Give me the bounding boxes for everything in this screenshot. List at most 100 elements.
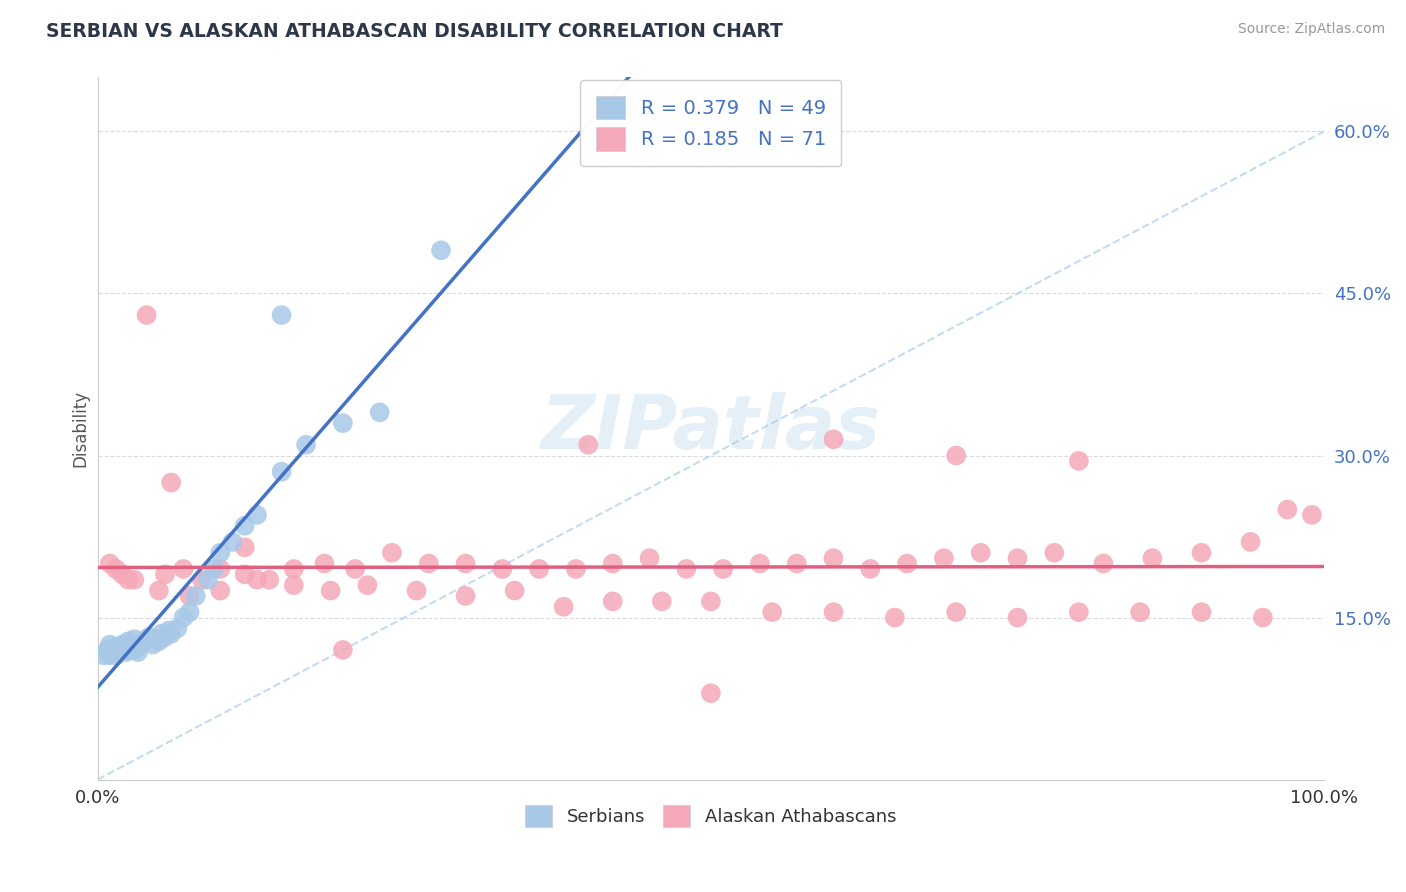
Point	[209, 583, 232, 598]
Point	[157, 624, 180, 638]
Point	[332, 416, 354, 430]
Point	[135, 308, 157, 322]
Point	[823, 433, 845, 447]
Point	[1277, 502, 1299, 516]
Point	[124, 643, 146, 657]
Point	[1129, 605, 1152, 619]
Point	[270, 465, 292, 479]
Point	[221, 535, 243, 549]
Point	[418, 557, 440, 571]
Point	[1067, 454, 1090, 468]
Point	[117, 634, 139, 648]
Point	[246, 573, 269, 587]
Point	[356, 578, 378, 592]
Point	[314, 557, 336, 571]
Point	[121, 638, 143, 652]
Point	[105, 640, 128, 654]
Point	[104, 643, 127, 657]
Point	[1251, 610, 1274, 624]
Point	[98, 638, 121, 652]
Point	[104, 562, 127, 576]
Text: Source: ZipAtlas.com: Source: ZipAtlas.com	[1237, 22, 1385, 37]
Point	[700, 686, 723, 700]
Point	[259, 573, 281, 587]
Point	[172, 610, 194, 624]
Point	[202, 562, 225, 576]
Point	[153, 567, 176, 582]
Point	[233, 541, 256, 555]
Point	[103, 640, 125, 655]
Point	[148, 583, 170, 598]
Point	[145, 632, 167, 647]
Point	[93, 648, 115, 663]
Legend: Serbians, Alaskan Athabascans: Serbians, Alaskan Athabascans	[517, 797, 904, 834]
Point	[166, 621, 188, 635]
Point	[138, 630, 160, 644]
Point	[209, 562, 232, 576]
Point	[114, 640, 136, 655]
Point	[179, 589, 201, 603]
Point	[491, 562, 513, 576]
Point	[1007, 551, 1029, 566]
Point	[127, 645, 149, 659]
Point	[129, 638, 152, 652]
Point	[117, 640, 139, 655]
Point	[111, 643, 134, 657]
Point	[1301, 508, 1323, 522]
Point	[945, 605, 967, 619]
Point	[602, 557, 624, 571]
Point	[319, 583, 342, 598]
Y-axis label: Disability: Disability	[72, 390, 89, 467]
Text: SERBIAN VS ALASKAN ATHABASCAN DISABILITY CORRELATION CHART: SERBIAN VS ALASKAN ATHABASCAN DISABILITY…	[46, 22, 783, 41]
Point	[823, 551, 845, 566]
Point	[859, 562, 882, 576]
Point	[1067, 605, 1090, 619]
Point	[368, 405, 391, 419]
Point	[117, 573, 139, 587]
Point	[283, 562, 305, 576]
Point	[602, 594, 624, 608]
Point	[1043, 546, 1066, 560]
Point	[179, 605, 201, 619]
Point	[553, 599, 575, 614]
Point	[98, 648, 121, 663]
Point	[761, 605, 783, 619]
Point	[405, 583, 427, 598]
Point	[295, 438, 318, 452]
Point	[233, 518, 256, 533]
Point	[786, 557, 808, 571]
Point	[172, 562, 194, 576]
Point	[142, 638, 165, 652]
Point	[101, 645, 124, 659]
Point	[184, 589, 207, 603]
Point	[270, 308, 292, 322]
Point	[134, 634, 156, 648]
Point	[160, 627, 183, 641]
Point	[125, 638, 148, 652]
Point	[332, 643, 354, 657]
Point	[197, 573, 219, 587]
Text: ZIPatlas: ZIPatlas	[541, 392, 882, 465]
Point	[576, 438, 599, 452]
Point	[700, 594, 723, 608]
Point	[283, 578, 305, 592]
Point	[246, 508, 269, 522]
Point	[945, 449, 967, 463]
Point	[114, 645, 136, 659]
Point	[638, 551, 661, 566]
Point	[344, 562, 367, 576]
Point	[209, 546, 232, 560]
Point	[823, 605, 845, 619]
Point	[932, 551, 955, 566]
Point	[108, 645, 131, 659]
Point	[651, 594, 673, 608]
Point	[135, 632, 157, 647]
Point	[430, 244, 453, 258]
Point	[381, 546, 404, 560]
Point	[153, 630, 176, 644]
Point	[1191, 605, 1213, 619]
Point	[111, 567, 134, 582]
Point	[124, 632, 146, 647]
Point	[104, 648, 127, 663]
Point	[454, 589, 477, 603]
